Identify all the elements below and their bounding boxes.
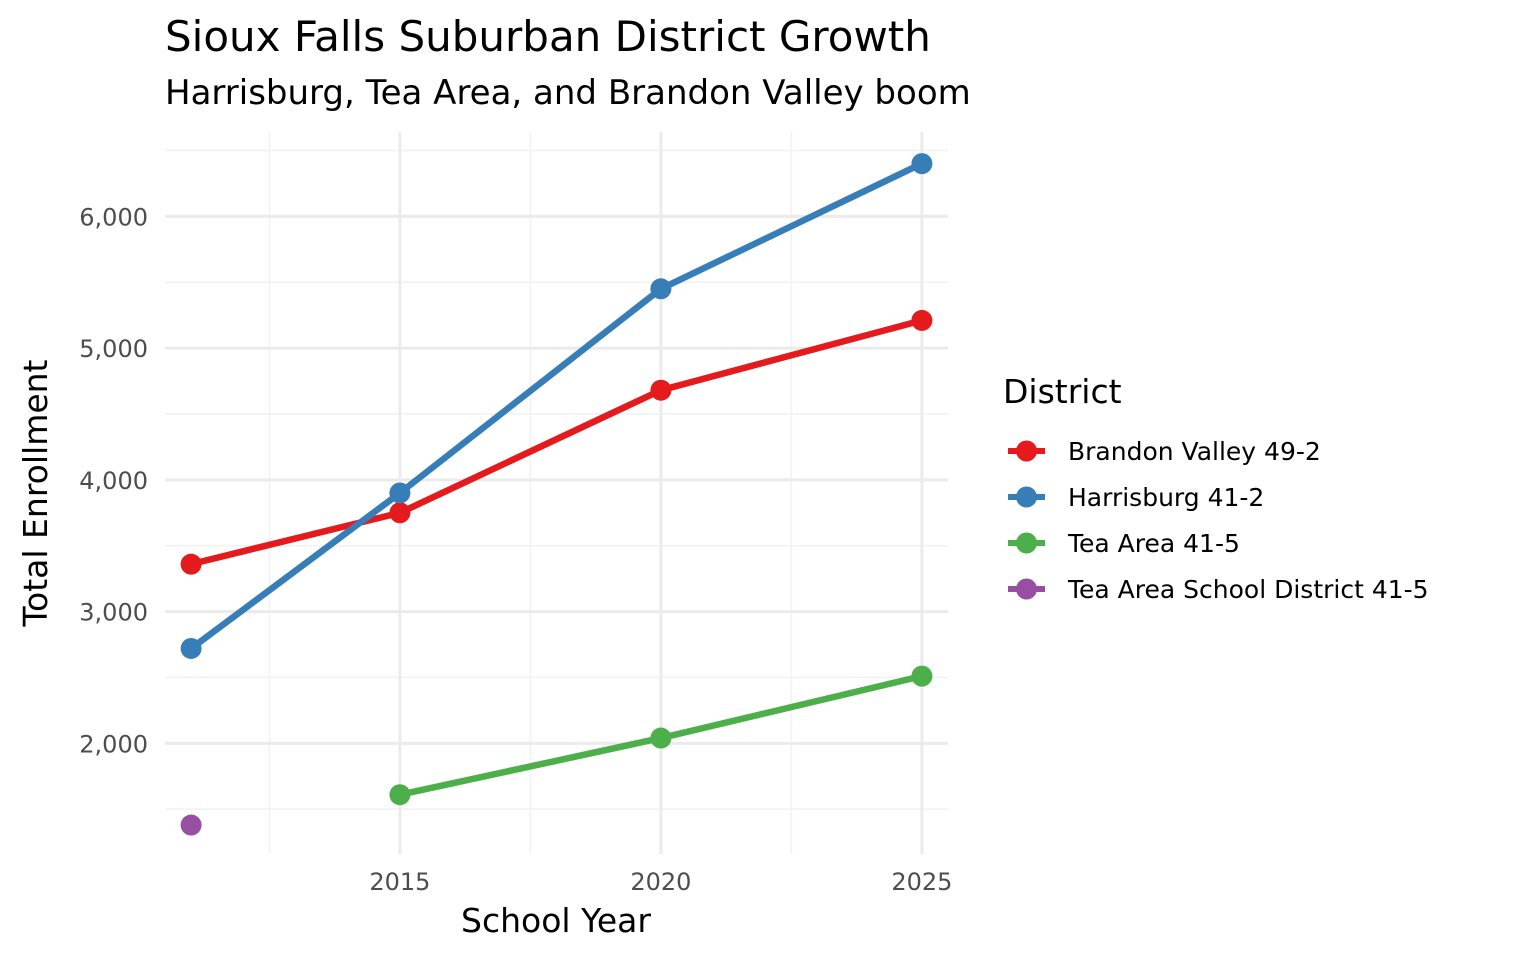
legend-title: District [1003, 372, 1122, 411]
data-point [389, 502, 411, 524]
data-point [180, 553, 202, 575]
plot-series [180, 153, 933, 836]
legend-item: Tea Area School District 41-5 [1008, 575, 1429, 604]
data-point [911, 665, 933, 687]
chart-subtitle: Harrisburg, Tea Area, and Brandon Valley… [165, 73, 971, 113]
x-tick-label: 2020 [630, 868, 691, 896]
legend-items: Brandon Valley 49-2 Harrisburg 41-2 Tea Ar… [1008, 437, 1429, 604]
legend-label: Tea Area School District 41-5 [1067, 575, 1429, 604]
data-point [389, 482, 411, 504]
y-tick-label: 4,000 [79, 467, 148, 495]
y-axis-title: Total Enrollment [16, 359, 55, 627]
legend-label: Tea Area 41-5 [1067, 529, 1240, 558]
series-tea-area-school-district-41-5 [180, 814, 202, 836]
legend: District Brandon Valley 49-2 Harrisburg 4… [1003, 372, 1429, 604]
data-point [180, 814, 202, 836]
series-tea-area-41-5 [389, 665, 933, 806]
y-tick-label: 5,000 [79, 335, 148, 363]
legend-label: Harrisburg 41-2 [1068, 483, 1264, 512]
series-harrisburg-41-2 [180, 153, 933, 659]
data-point [389, 784, 411, 806]
legend-item: Brandon Valley 49-2 [1008, 437, 1321, 466]
grid [165, 132, 948, 854]
legend-item: Harrisburg 41-2 [1008, 483, 1264, 512]
series-line [190, 317, 923, 568]
legend-key-point [1016, 532, 1037, 554]
data-point [180, 637, 202, 659]
data-point [911, 309, 933, 331]
x-axis-title: School Year [461, 901, 651, 940]
x-tick-label: 2025 [891, 868, 952, 896]
x-tick-label: 2015 [369, 868, 430, 896]
y-tick-label: 3,000 [79, 599, 148, 627]
y-tick-label: 2,000 [79, 730, 148, 758]
legend-item: Tea Area 41-5 [1008, 529, 1240, 558]
legend-key-point [1016, 486, 1037, 508]
legend-label: Brandon Valley 49-2 [1068, 437, 1321, 466]
series-line [189, 160, 924, 652]
data-point [650, 379, 672, 401]
legend-key-point [1016, 440, 1037, 462]
legend-key-point [1016, 578, 1037, 600]
axis-ticks: 2,000 3,000 4,000 5,000 6,000 2015 2020 2025 [79, 203, 952, 896]
data-point [650, 727, 672, 749]
chart-title: Sioux Falls Suburban District Growth [165, 12, 931, 61]
y-tick-label: 6,000 [79, 203, 148, 231]
data-point [650, 278, 672, 300]
series-brandon-valley-49-2 [180, 309, 933, 575]
data-point [911, 153, 933, 175]
